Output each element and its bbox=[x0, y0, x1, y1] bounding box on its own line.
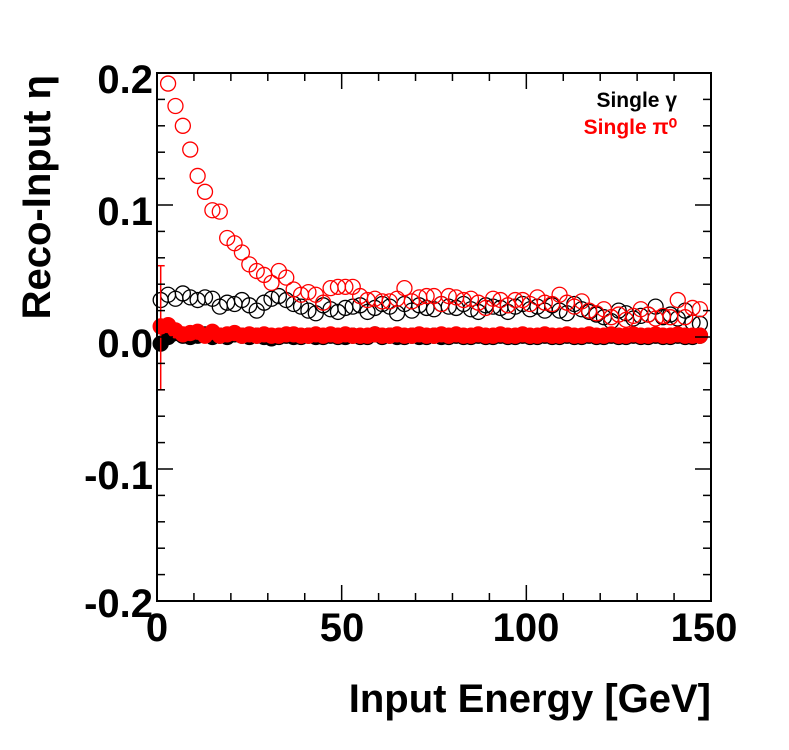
x-axis-title: Input Energy [GeV] bbox=[349, 677, 711, 721]
x-tick-label-0: 0 bbox=[146, 606, 168, 650]
data-point bbox=[462, 290, 480, 307]
data-point bbox=[418, 287, 435, 305]
data-point bbox=[211, 203, 228, 220]
data-point bbox=[278, 269, 295, 286]
data-point bbox=[484, 290, 502, 307]
data-point bbox=[292, 298, 310, 315]
x-tick-label-50: 50 bbox=[320, 606, 365, 650]
legend-entry-single-pi0: Single π⁰ bbox=[584, 116, 678, 139]
y-tick-label-0.2: 0.2 bbox=[97, 58, 153, 102]
data-point bbox=[182, 141, 199, 158]
data-point bbox=[691, 327, 709, 344]
y-tick-label-0.1: 0.1 bbox=[97, 190, 153, 234]
series-layer bbox=[152, 75, 709, 391]
data-point bbox=[270, 287, 288, 305]
x-tick-label-100: 100 bbox=[493, 606, 560, 650]
data-point bbox=[684, 299, 701, 317]
data-point bbox=[196, 289, 214, 306]
y-tick-label--0.1: -0.1 bbox=[84, 454, 153, 498]
data-point bbox=[588, 305, 605, 322]
data-point bbox=[617, 311, 635, 328]
data-point bbox=[263, 274, 280, 292]
data-point bbox=[536, 294, 553, 311]
y-tick-label--0.2: -0.2 bbox=[84, 582, 153, 626]
x-tick-label-150: 150 bbox=[671, 606, 738, 650]
data-point bbox=[654, 307, 672, 325]
data-point bbox=[174, 285, 192, 302]
data-point bbox=[359, 303, 376, 321]
data-point bbox=[337, 278, 354, 295]
series-open-pi0 bbox=[159, 75, 709, 328]
data-point bbox=[315, 294, 332, 311]
data-point bbox=[507, 291, 524, 309]
data-point bbox=[669, 291, 686, 309]
data-point bbox=[691, 301, 709, 318]
data-point bbox=[403, 293, 420, 310]
data-point bbox=[167, 97, 184, 115]
series-filled-pi0 bbox=[152, 264, 709, 391]
data-point bbox=[248, 262, 265, 280]
data-point bbox=[573, 301, 590, 318]
data-point bbox=[396, 280, 413, 297]
data-point bbox=[196, 183, 214, 200]
data-point bbox=[159, 75, 177, 92]
data-point bbox=[300, 302, 317, 319]
data-point bbox=[300, 283, 317, 301]
data-point bbox=[381, 293, 398, 310]
data-point bbox=[255, 294, 273, 311]
ticks-layer bbox=[156, 72, 712, 602]
data-point bbox=[440, 287, 457, 305]
y-axis-title: Reco-Input η bbox=[15, 75, 59, 319]
legend-entry-single-gamma: Single γ bbox=[596, 89, 677, 112]
data-point bbox=[189, 167, 206, 185]
data-point bbox=[174, 117, 192, 134]
data-point bbox=[204, 202, 221, 219]
data-point bbox=[233, 244, 251, 261]
y-tick-label-0.0: 0.0 bbox=[97, 322, 153, 366]
data-point bbox=[329, 303, 347, 321]
